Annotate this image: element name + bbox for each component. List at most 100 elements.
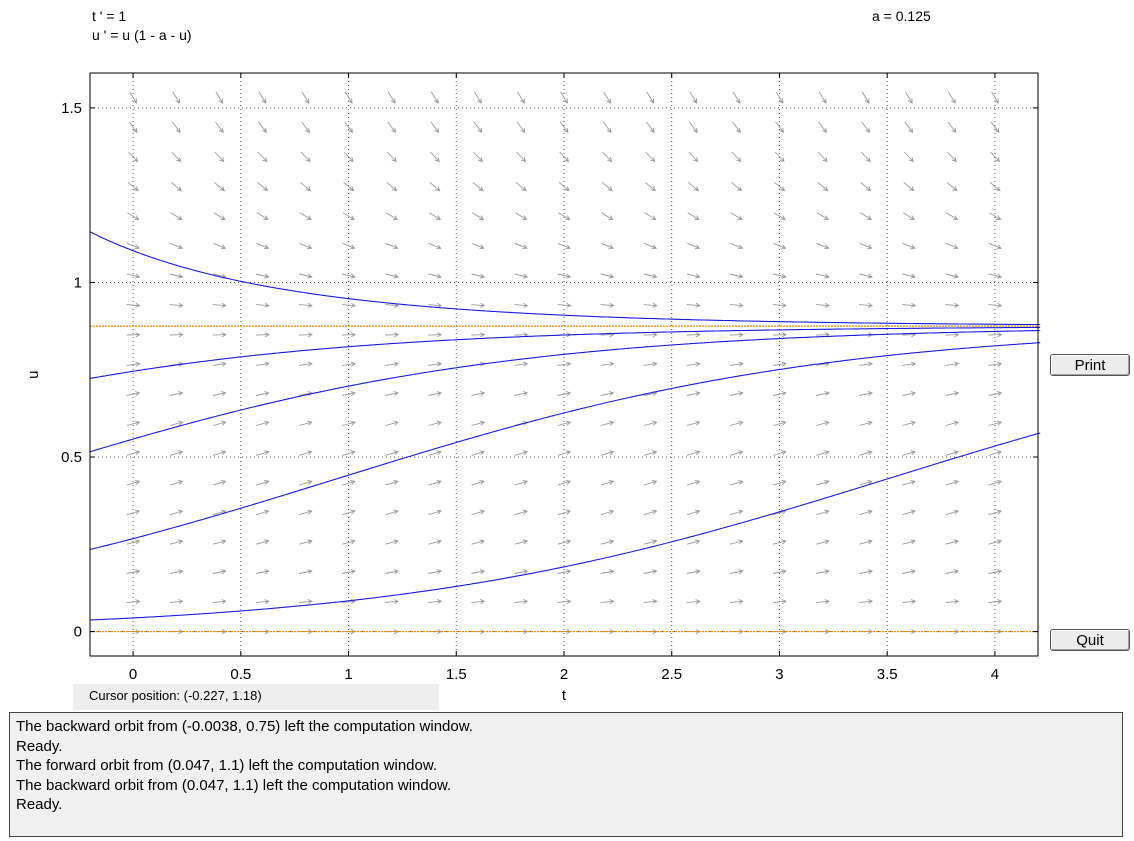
field-arrow — [430, 91, 439, 104]
field-arrow — [686, 539, 701, 545]
field-arrow — [255, 420, 270, 426]
x-tick-label: 4 — [991, 666, 999, 683]
field-arrow — [170, 212, 183, 220]
field-arrow — [169, 539, 184, 545]
field-arrow — [988, 273, 1003, 279]
field-arrow — [686, 302, 701, 308]
field-arrow — [945, 302, 960, 308]
field-arrow — [859, 539, 873, 545]
field-arrow — [988, 599, 1003, 605]
quit-button[interactable]: Quit — [1050, 629, 1130, 651]
field-arrow — [689, 91, 698, 104]
field-arrow — [215, 121, 224, 134]
field-arrow — [342, 273, 356, 279]
field-arrow — [471, 509, 486, 516]
field-arrow — [212, 450, 227, 456]
field-arrow — [689, 121, 698, 134]
field-arrow — [169, 450, 184, 456]
parameter-label: a = 0.125 — [872, 8, 931, 24]
field-arrow — [472, 181, 484, 192]
field-arrow — [817, 181, 829, 192]
field-arrow — [255, 273, 270, 279]
field-arrow — [299, 242, 313, 250]
field-arrow — [686, 450, 701, 456]
field-arrow — [126, 273, 141, 279]
field-arrow — [816, 302, 830, 308]
field-arrow — [988, 361, 1003, 367]
field-arrow — [816, 539, 830, 545]
field-arrow — [514, 273, 529, 279]
field-arrow — [301, 91, 310, 104]
field-arrow — [298, 361, 313, 367]
field-arrow — [602, 151, 613, 163]
field-arrow — [816, 420, 830, 426]
field-arrow — [385, 332, 400, 338]
field-arrow — [773, 539, 787, 545]
field-arrow — [169, 479, 184, 486]
field-arrow — [428, 332, 443, 338]
field-arrow — [471, 332, 486, 338]
field-arrow — [344, 91, 353, 104]
field-arrow — [600, 569, 615, 575]
message-window[interactable]: The backward orbit from (-0.0038, 0.75) … — [9, 712, 1123, 837]
field-arrow — [860, 151, 871, 163]
field-arrow — [126, 302, 141, 308]
field-arrow — [298, 302, 313, 308]
field-arrow — [212, 361, 227, 367]
field-arrow — [385, 273, 399, 279]
field-arrow — [169, 569, 184, 575]
field-arrow — [126, 539, 141, 545]
print-button[interactable]: Print — [1050, 354, 1130, 376]
field-arrow — [945, 391, 960, 397]
field-arrow — [603, 91, 611, 104]
field-arrow — [342, 212, 355, 220]
field-arrow — [818, 121, 827, 134]
field-arrow — [643, 361, 658, 367]
field-arrow — [859, 242, 873, 250]
field-arrow — [298, 332, 313, 338]
field-arrow — [600, 479, 615, 486]
field-arrow — [169, 273, 184, 279]
field-arrow — [213, 242, 227, 250]
field-arrow — [559, 151, 570, 163]
solution-curve — [89, 329, 1041, 453]
field-arrow — [817, 151, 828, 163]
field-arrow — [643, 569, 658, 575]
field-arrow — [772, 599, 787, 605]
field-arrow — [947, 121, 957, 134]
field-arrow — [385, 479, 399, 486]
field-arrow — [126, 509, 141, 516]
field-arrow — [342, 391, 356, 397]
field-arrow — [212, 302, 227, 308]
field-arrow — [945, 599, 960, 605]
field-arrow — [299, 420, 313, 426]
field-arrow — [945, 420, 960, 426]
field-arrow — [558, 212, 571, 220]
field-arrow — [428, 302, 443, 308]
field-arrow — [947, 151, 957, 163]
field-arrow — [643, 450, 658, 456]
field-arrow — [816, 242, 830, 250]
field-arrow — [600, 420, 615, 426]
field-arrow — [127, 212, 140, 220]
field-arrow — [385, 599, 400, 605]
field-arrow — [129, 91, 137, 104]
field-arrow — [602, 121, 612, 134]
field-arrow — [342, 361, 356, 367]
field-arrow — [514, 242, 528, 250]
field-arrow — [688, 151, 699, 163]
field-arrow — [342, 569, 356, 575]
field-arrow — [558, 181, 570, 192]
field-arrow — [387, 91, 396, 104]
field-arrow — [643, 332, 658, 338]
field-arrow — [428, 539, 442, 545]
y-tick-label: 0.5 — [61, 449, 82, 466]
field-arrow — [902, 569, 917, 575]
field-arrow — [859, 599, 874, 605]
field-arrow — [600, 450, 615, 456]
field-arrow — [171, 151, 182, 163]
field-arrow — [687, 242, 701, 250]
field-arrow — [730, 242, 744, 250]
field-arrow — [945, 273, 960, 279]
